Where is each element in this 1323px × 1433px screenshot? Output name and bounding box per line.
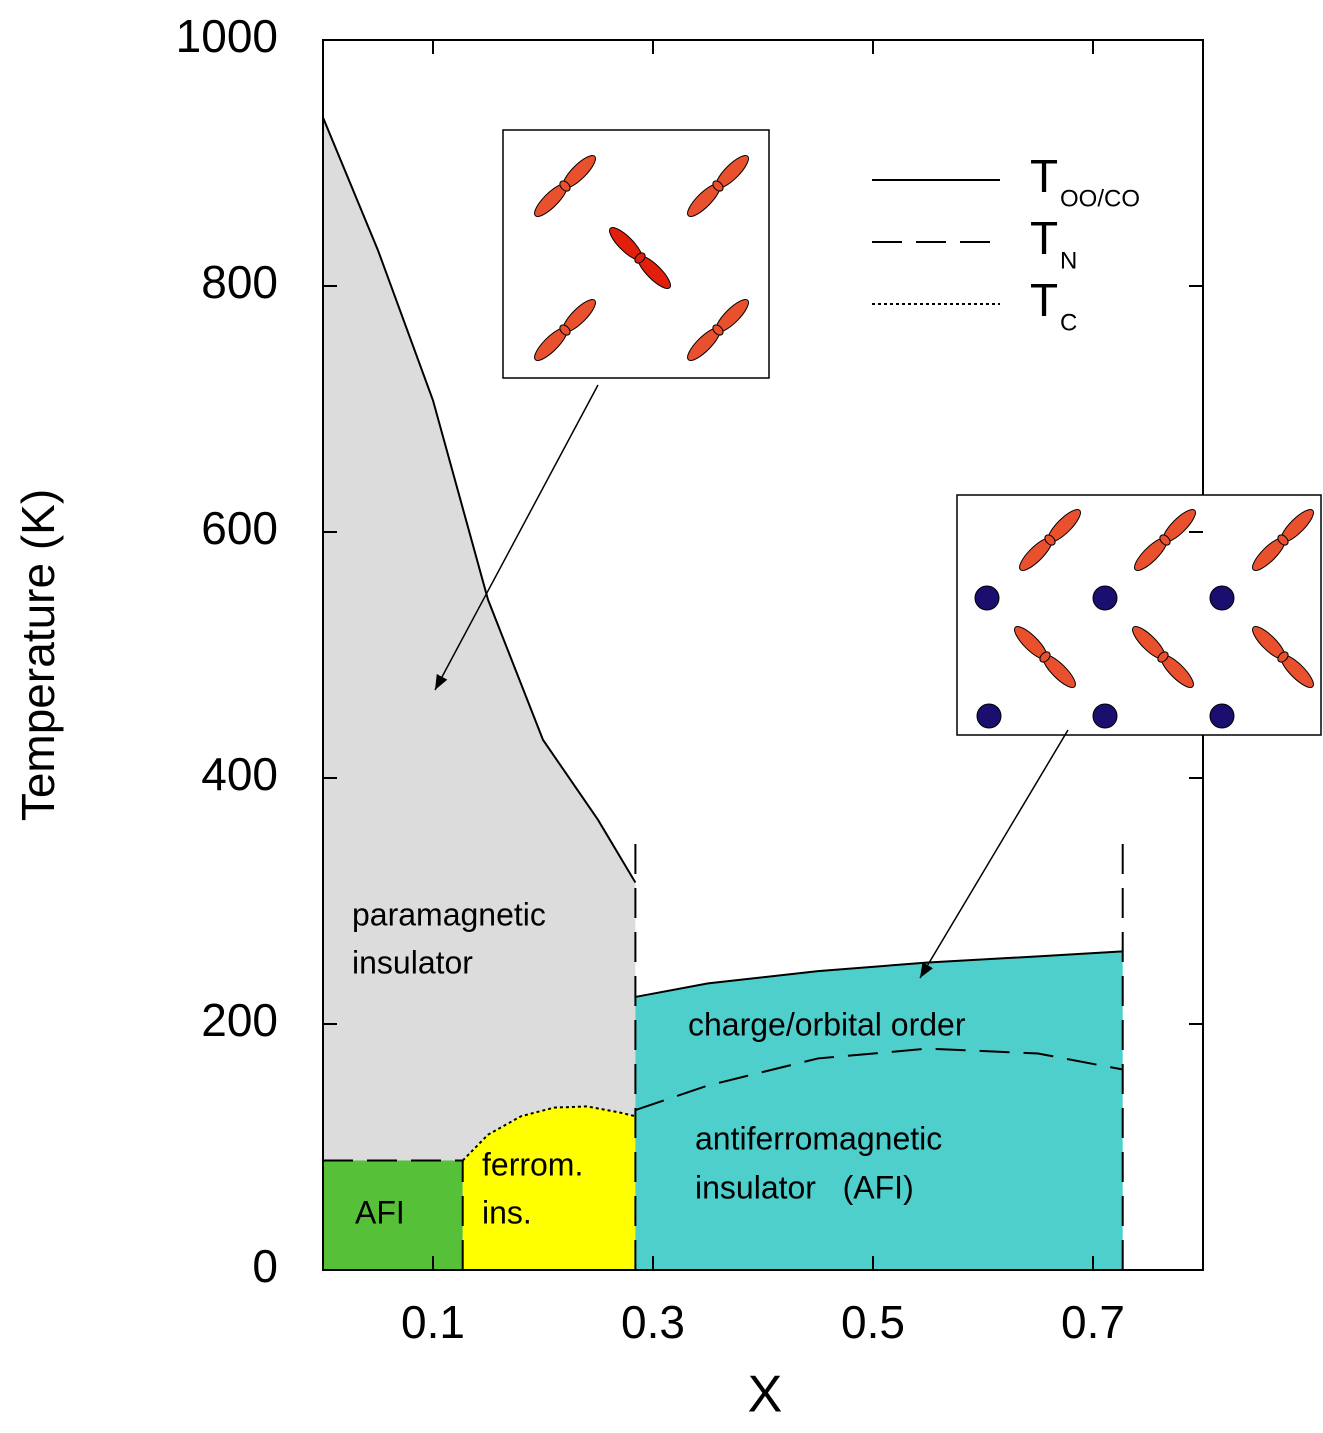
- y-tick-label: 0: [252, 1240, 278, 1292]
- orbital-core: [712, 324, 724, 336]
- orbital-core: [1277, 651, 1289, 663]
- insets: [434, 129, 1322, 979]
- region-label: charge/orbital order: [688, 1006, 966, 1042]
- orbital: [534, 299, 596, 361]
- legend-label: T: [1030, 212, 1058, 264]
- legend-subscript: N: [1060, 247, 1077, 274]
- y-tick-label: 800: [201, 256, 278, 308]
- phase-region: [323, 1160, 463, 1270]
- orbital: [534, 155, 596, 217]
- x-tick-label: 0.5: [841, 1296, 905, 1348]
- legend-label: T: [1030, 150, 1058, 202]
- legend-label: T: [1030, 274, 1058, 326]
- orbital: [1134, 509, 1196, 571]
- x-tick-label: 0.7: [1061, 1296, 1125, 1348]
- plot-area: [322, 117, 1124, 1271]
- arrow: [919, 729, 1069, 979]
- orbital-core: [1044, 534, 1056, 546]
- phase-region: [323, 117, 636, 1271]
- y-tick-label: 200: [201, 994, 278, 1046]
- region-label: paramagnetic: [352, 896, 546, 932]
- y-tick-label: 1000: [176, 10, 278, 62]
- orbital: [1019, 509, 1081, 571]
- y-tick-label: 600: [201, 502, 278, 554]
- x-axis-label: X: [748, 1366, 783, 1424]
- orbital-core: [559, 324, 571, 336]
- orbital-core: [1159, 534, 1171, 546]
- orbital: [687, 155, 749, 217]
- ion-dot: [1092, 703, 1118, 729]
- region-label: insulator (AFI): [695, 1169, 914, 1205]
- x-tick-label: 0.1: [401, 1296, 465, 1348]
- orbital: [687, 299, 749, 361]
- orbital: [609, 227, 671, 289]
- ion-dot: [1209, 585, 1235, 611]
- orbital: [1252, 626, 1314, 688]
- ion-dot: [974, 585, 1000, 611]
- arrow: [434, 384, 599, 691]
- legend-subscript: C: [1060, 309, 1077, 336]
- orbital: [1252, 509, 1314, 571]
- region-label: ferrom.: [482, 1146, 583, 1182]
- phase-region: [635, 951, 1123, 1270]
- y-axis-label: Temperature (K): [12, 489, 64, 821]
- region-label: ins.: [482, 1194, 532, 1230]
- orbital: [1014, 626, 1076, 688]
- ion-dot: [976, 703, 1002, 729]
- phase-region: [462, 1106, 636, 1270]
- ion-dot: [1092, 585, 1118, 611]
- x-tick-label: 0.3: [621, 1296, 685, 1348]
- region-label: antiferromagnetic: [695, 1120, 942, 1156]
- ion-dot: [1209, 703, 1235, 729]
- boundary-line: [461, 1105, 636, 1162]
- orbital-core: [559, 180, 571, 192]
- y-tick-label: 400: [201, 748, 278, 800]
- orbital-core: [1277, 534, 1289, 546]
- orbital: [1132, 626, 1194, 688]
- inset-box: [956, 494, 1322, 736]
- boundary-line: [322, 117, 1123, 998]
- boundary-line: [323, 834, 1124, 1270]
- orbital-core: [1039, 651, 1051, 663]
- legend-subscript: OO/CO: [1060, 185, 1140, 212]
- region-label: AFI: [355, 1194, 405, 1230]
- orbital-core: [712, 180, 724, 192]
- orbital-core: [1157, 651, 1169, 663]
- region-label: insulator: [352, 944, 473, 980]
